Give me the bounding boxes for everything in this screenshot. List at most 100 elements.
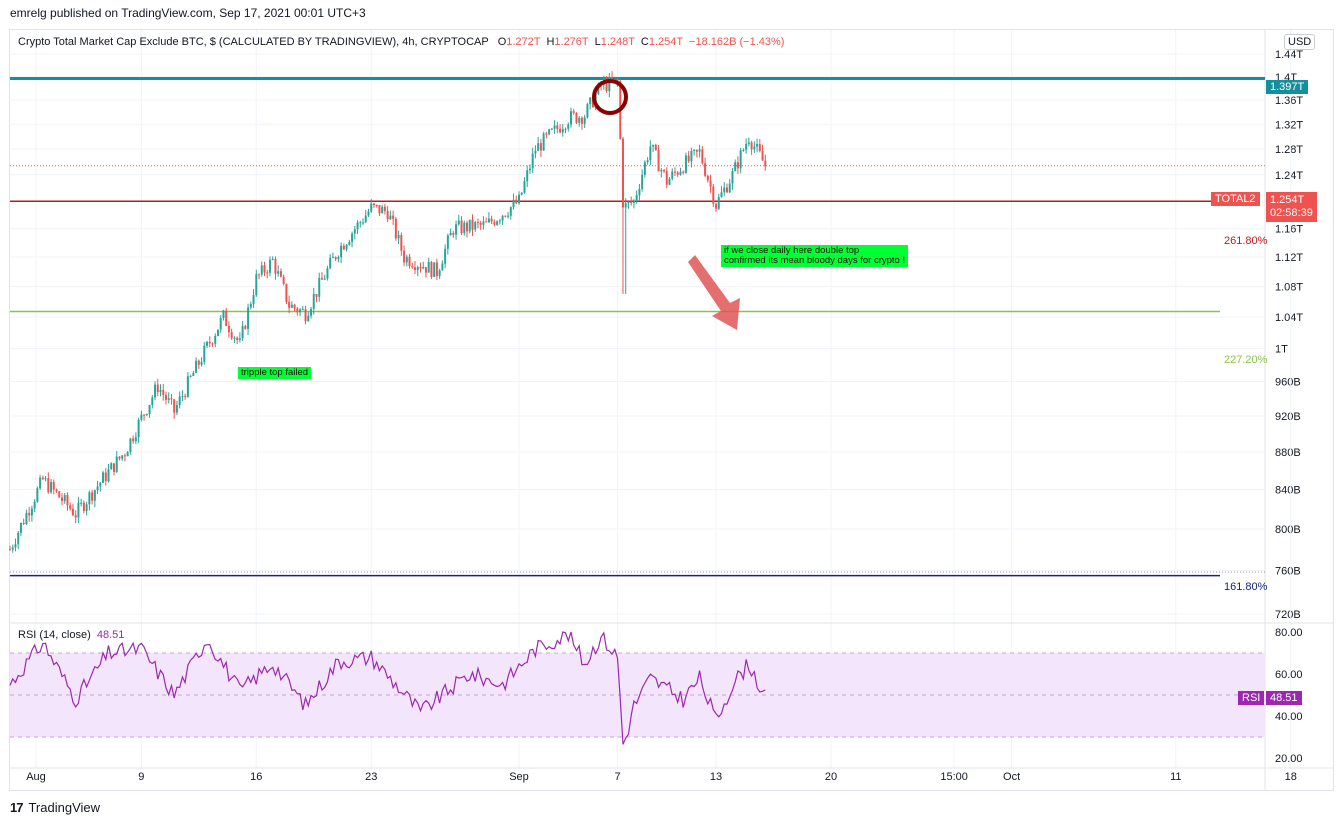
- candle-body: [304, 309, 307, 322]
- candle-body: [742, 149, 745, 151]
- candle-body: [323, 278, 326, 280]
- candle-body: [416, 267, 419, 270]
- candle-body: [608, 77, 611, 92]
- candle-body: [14, 544, 17, 548]
- candle-body: [381, 206, 384, 214]
- candle-body: [561, 129, 564, 133]
- candle-body: [764, 160, 767, 167]
- tripple-top-note[interactable]: tripple top failed: [238, 367, 312, 379]
- candle-body: [509, 207, 512, 216]
- candle-body: [372, 203, 375, 205]
- candle-body: [643, 162, 646, 175]
- last-price: 1.254T: [1270, 194, 1305, 206]
- candle-body: [745, 144, 748, 150]
- candle-body: [433, 262, 436, 277]
- candle-body: [411, 266, 414, 268]
- candle-body: [307, 315, 310, 322]
- x-tick-label: 11: [1170, 771, 1181, 783]
- candle-body: [435, 262, 438, 277]
- candle-body: [728, 183, 731, 193]
- candle-body: [668, 178, 671, 185]
- candle-body: [290, 304, 293, 308]
- candle-body: [320, 278, 323, 280]
- candle-body: [22, 522, 25, 524]
- y-tick-label: 760B: [1275, 565, 1301, 577]
- footer-brand-label: TradingView: [28, 800, 101, 815]
- candle-body: [542, 133, 545, 151]
- candle-body: [63, 495, 66, 501]
- x-tick-label: 16: [250, 771, 262, 783]
- candle-body: [151, 397, 154, 405]
- candle-body: [507, 215, 510, 217]
- publisher-line: emrelg published on TradingView.com, Sep…: [10, 6, 366, 20]
- candle-body: [244, 326, 247, 329]
- candle-body: [403, 250, 406, 263]
- candle-body: [550, 128, 553, 130]
- candle-body: [537, 143, 540, 151]
- candle-body: [569, 111, 572, 125]
- candle-body: [635, 195, 638, 201]
- candle-body: [616, 78, 619, 82]
- candle-body: [19, 522, 22, 533]
- candle-body: [102, 472, 105, 483]
- candle-body: [227, 325, 230, 333]
- candle-body: [82, 502, 85, 511]
- currency-button[interactable]: USD: [1284, 34, 1316, 50]
- legend-low: 1.248T: [600, 36, 635, 48]
- candle-body: [175, 405, 178, 413]
- candle-body: [112, 463, 115, 473]
- candle-body: [271, 258, 274, 260]
- candle-body: [118, 456, 121, 459]
- candle-body: [236, 337, 239, 341]
- candle-body: [170, 398, 173, 400]
- candle-body: [375, 204, 378, 206]
- candle-body: [471, 219, 474, 230]
- candle-body: [444, 248, 447, 264]
- legend-open-label: O: [497, 36, 507, 48]
- candle-body: [400, 235, 403, 251]
- candle-body: [389, 215, 392, 220]
- candle-body: [498, 220, 501, 222]
- candle-body: [85, 504, 88, 511]
- x-tick-label: 15:00: [940, 771, 968, 783]
- candle-body: [214, 335, 217, 344]
- candle-body: [247, 307, 250, 329]
- candle-body: [427, 261, 430, 273]
- candle-body: [520, 192, 523, 195]
- x-tick-label: Oct: [1003, 771, 1020, 783]
- candle-body: [720, 192, 723, 198]
- candle-body: [274, 258, 277, 274]
- rsi-tick-label: 20.00: [1275, 753, 1303, 765]
- candle-body: [200, 361, 203, 365]
- candle-body: [348, 241, 351, 245]
- candle-body: [219, 317, 222, 330]
- candle-body: [545, 133, 548, 135]
- double-top-line1: if we close daily here double top: [724, 245, 860, 256]
- y-tick-label: 840B: [1275, 484, 1301, 496]
- candle-body: [66, 495, 69, 506]
- y-tick-label: 1.36T: [1275, 95, 1303, 107]
- double-top-note[interactable]: if we close daily here double top confir…: [721, 245, 909, 267]
- candle-body: [312, 294, 315, 309]
- candle-body: [189, 375, 192, 377]
- candle-body: [288, 301, 291, 308]
- candle-body: [479, 222, 482, 225]
- footer-brand[interactable]: 17 TradingView: [10, 800, 100, 815]
- candle-body: [476, 222, 479, 224]
- candle-body: [457, 220, 460, 225]
- fib-227-label: 227.20%: [1224, 354, 1268, 366]
- rsi-line: [9, 631, 766, 745]
- candle-body: [345, 244, 348, 250]
- candle-body: [397, 235, 400, 239]
- candle-body: [353, 229, 356, 234]
- candle-body: [145, 413, 148, 415]
- candle-body: [556, 125, 559, 129]
- legend-open: 1.272T: [506, 36, 541, 48]
- candle-body: [723, 187, 726, 193]
- last-price-tag: 1.254T 02:58:39: [1266, 192, 1317, 222]
- candle-body: [405, 256, 408, 263]
- candle-body: [356, 222, 359, 230]
- candle-body: [690, 150, 693, 162]
- candle-body: [482, 221, 485, 225]
